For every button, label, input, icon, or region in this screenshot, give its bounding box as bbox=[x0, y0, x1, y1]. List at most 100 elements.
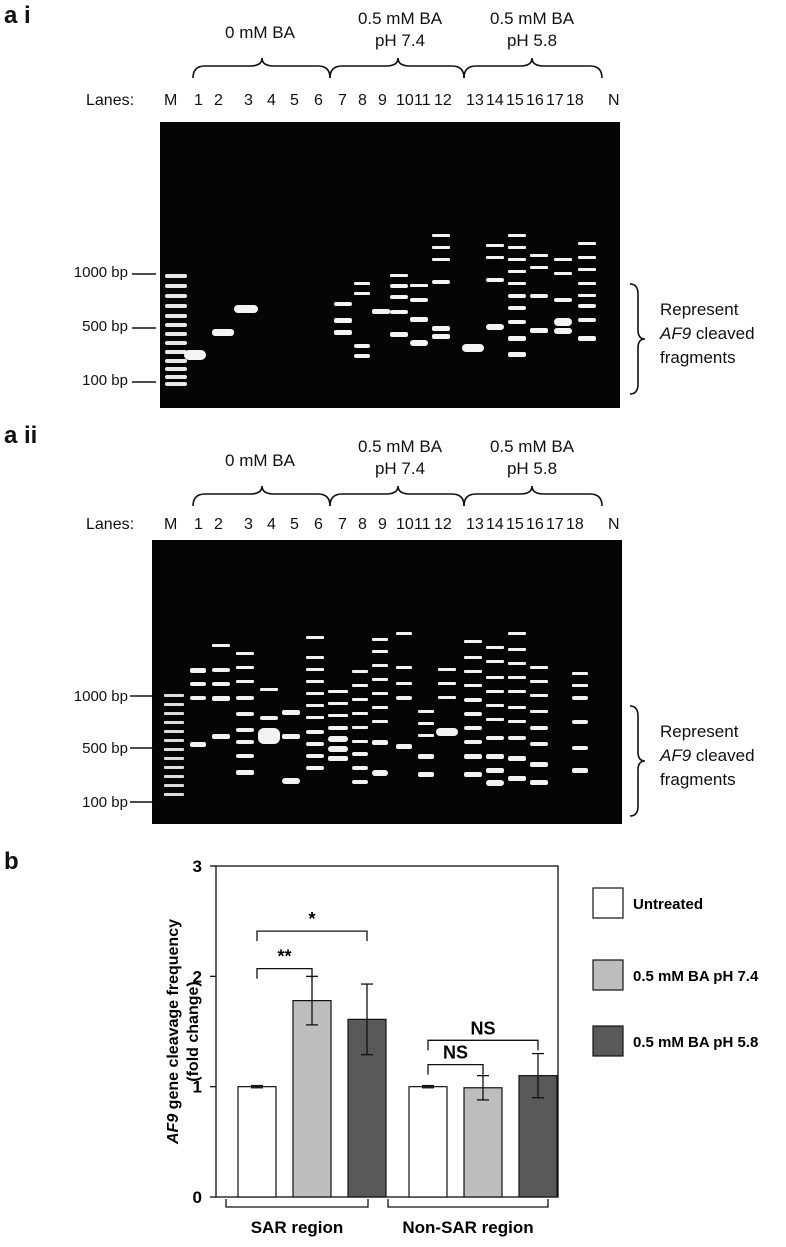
panel-aii-label: a ii bbox=[4, 422, 38, 449]
size-marker-ticks-aii bbox=[130, 695, 154, 803]
lane-label: 12 bbox=[434, 92, 452, 109]
gel-bands-aii bbox=[164, 632, 588, 796]
y-axis-label-line2: (fold change) bbox=[185, 981, 202, 1081]
condition-label-ph74: 0.5 mM BA pH 7.4 bbox=[357, 9, 443, 50]
condition-brackets-aii bbox=[192, 485, 603, 507]
panel-ai-label: a i bbox=[4, 2, 31, 29]
lane-label: 7 bbox=[338, 92, 347, 109]
condition-label-0mm: 0 mM BA bbox=[225, 23, 295, 42]
lane-label: 13 bbox=[466, 92, 484, 109]
size-marker-500: 500 bp bbox=[82, 740, 128, 757]
y-tick-label: 0 bbox=[193, 1188, 202, 1207]
size-marker-1000: 1000 bp bbox=[73, 264, 128, 281]
lane-label: 2 bbox=[214, 92, 223, 109]
panel-b-label: b bbox=[4, 848, 19, 875]
lane-label: 17 bbox=[546, 92, 564, 109]
legend-label: Untreated bbox=[633, 896, 703, 913]
size-marker-100: 100 bp bbox=[82, 372, 128, 389]
size-marker-100: 100 bp bbox=[82, 794, 128, 811]
lane-label: 16 bbox=[526, 516, 544, 533]
lane-label: 9 bbox=[378, 516, 387, 533]
lane-label: N bbox=[608, 516, 620, 533]
condition-label-0mm: 0 mM BA bbox=[225, 451, 295, 470]
condition-label-ph74: 0.5 mM BA pH 7.4 bbox=[357, 437, 443, 478]
bar bbox=[408, 1086, 448, 1198]
lane-label: 14 bbox=[486, 92, 504, 109]
lanes-row-ai: Lanes: M 1 2 3 4 5 6 7 8 9 10 11 12 13 1… bbox=[0, 92, 786, 112]
lane-label: 8 bbox=[358, 92, 367, 109]
significance-bracket bbox=[256, 930, 368, 942]
lane-label: 11 bbox=[414, 516, 431, 533]
lane-label: 11 bbox=[414, 92, 431, 109]
lane-label: 13 bbox=[466, 516, 484, 533]
group-label: Non-SAR region bbox=[402, 1218, 533, 1237]
lane-label: 4 bbox=[267, 516, 276, 533]
plot-frame bbox=[215, 865, 559, 1198]
y-axis-label: AF9 gene cleavage frequency bbox=[165, 919, 182, 1145]
significance-label: ** bbox=[277, 947, 291, 967]
lane-label: M bbox=[164, 92, 178, 109]
lanes-label: Lanes: bbox=[86, 92, 135, 109]
size-marker-ticks-ai bbox=[132, 273, 156, 383]
lane-label: 10 bbox=[396, 92, 414, 109]
legend-swatch bbox=[592, 1025, 624, 1057]
y-tick-label: 3 bbox=[193, 857, 202, 876]
gel-image-ai bbox=[160, 122, 620, 408]
lane-label: 10 bbox=[396, 516, 414, 533]
lane-label: 3 bbox=[244, 92, 253, 109]
gel-bands-ai bbox=[165, 234, 596, 386]
legend-swatch bbox=[592, 887, 624, 919]
lane-label: 5 bbox=[290, 516, 299, 533]
condition-label-ph58: 0.5 mM BA pH 5.8 bbox=[489, 9, 575, 50]
represent-brace-ai bbox=[629, 283, 646, 395]
lane-label: 17 bbox=[546, 516, 564, 533]
significance-label: NS bbox=[470, 1018, 495, 1038]
lane-label: 18 bbox=[566, 516, 584, 533]
y-tick-label: 1 bbox=[193, 1078, 202, 1097]
bar bbox=[237, 1086, 277, 1198]
y-tick-label: 2 bbox=[193, 967, 202, 986]
lane-label: 15 bbox=[506, 92, 524, 109]
lane-label: 4 bbox=[267, 92, 276, 109]
lanes-row-aii: Lanes: M 1 2 3 4 5 6 7 8 9 10 11 12 13 1… bbox=[0, 516, 786, 536]
lane-label: 6 bbox=[314, 516, 323, 533]
group-label: SAR region bbox=[251, 1218, 344, 1237]
bar bbox=[463, 1087, 503, 1198]
lane-label: 1 bbox=[194, 92, 203, 109]
represent-label-aii: Represent AF9 cleaved fragments bbox=[660, 722, 755, 789]
lane-label: 5 bbox=[290, 92, 299, 109]
condition-label-ph58: 0.5 mM BA pH 5.8 bbox=[489, 437, 575, 478]
legend-label: 0.5 mM BA pH 7.4 bbox=[633, 968, 759, 985]
significance-bracket bbox=[427, 1063, 484, 1075]
lane-label: 8 bbox=[358, 516, 367, 533]
condition-brackets-ai bbox=[192, 57, 603, 79]
significance-bracket bbox=[256, 967, 313, 979]
significance-bracket bbox=[427, 1039, 539, 1051]
lane-label: 14 bbox=[486, 516, 504, 533]
group-bracket bbox=[387, 1199, 549, 1208]
bar-chart: 0 1 2 3 AF9 gene cleavage frequency (fold cha… bbox=[165, 857, 759, 1237]
lane-label: 1 bbox=[194, 516, 203, 533]
lane-label: M bbox=[164, 516, 178, 533]
gel-image-aii bbox=[152, 540, 622, 824]
lanes-label: Lanes: bbox=[86, 516, 135, 533]
significance-label: * bbox=[308, 909, 315, 929]
significance-label: NS bbox=[443, 1043, 468, 1063]
lane-label: 9 bbox=[378, 92, 387, 109]
lane-label: 18 bbox=[566, 92, 584, 109]
lane-label: 16 bbox=[526, 92, 544, 109]
legend-swatch bbox=[592, 959, 624, 991]
lane-label: 12 bbox=[434, 516, 452, 533]
lane-label: 3 bbox=[244, 516, 253, 533]
size-marker-500: 500 bp bbox=[82, 318, 128, 335]
lane-label: 7 bbox=[338, 516, 347, 533]
group-bracket bbox=[225, 1199, 369, 1208]
lane-label: 6 bbox=[314, 92, 323, 109]
legend-label: 0.5 mM BA pH 5.8 bbox=[633, 1034, 758, 1051]
represent-label-ai: Represent AF9 cleaved fragments bbox=[660, 300, 755, 367]
lane-label: 2 bbox=[214, 516, 223, 533]
size-marker-1000: 1000 bp bbox=[73, 688, 128, 705]
lane-label: N bbox=[608, 92, 620, 109]
bar bbox=[292, 1000, 332, 1198]
lane-label: 15 bbox=[506, 516, 524, 533]
